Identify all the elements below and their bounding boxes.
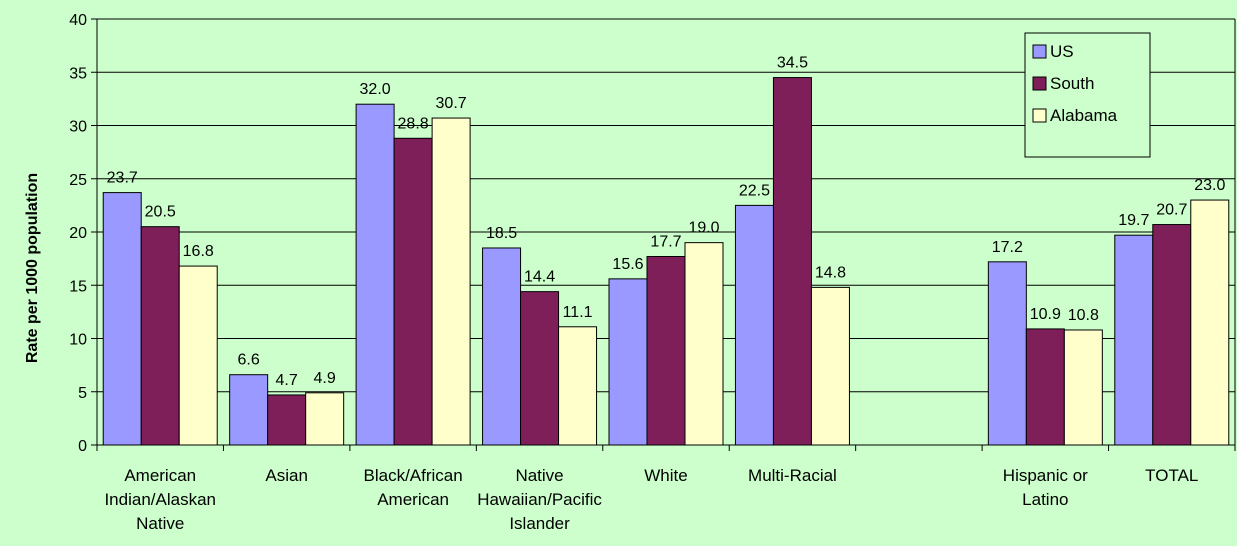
data-label: 28.8 [398, 115, 429, 132]
bar-us [102, 192, 142, 446]
x-tick-label: Asian [265, 466, 308, 485]
legend-swatch-south [1032, 76, 1047, 91]
data-label: 23.7 [107, 170, 138, 187]
legend-label-us: US [1050, 42, 1074, 61]
x-tick-label: White [644, 466, 687, 485]
y-tick-label: 30 [69, 119, 87, 136]
bar-alabama [431, 117, 471, 446]
x-tick-label: Hispanic or [1003, 466, 1088, 485]
bars [102, 77, 1230, 446]
x-tick-label: Multi-Racial [748, 466, 837, 485]
bar-alabama [305, 392, 345, 446]
bar-south [140, 226, 180, 446]
bar-us [229, 374, 269, 446]
legend-swatch-us [1032, 44, 1047, 59]
legend-label-south: South [1050, 74, 1094, 93]
data-label: 10.8 [1068, 307, 1099, 324]
y-tick-label: 15 [69, 278, 87, 295]
bar-alabama [558, 326, 598, 446]
bar-us [355, 103, 395, 446]
x-tick-label: Native [515, 466, 563, 485]
x-tick-label: TOTAL [1145, 466, 1198, 485]
x-tick-label: Indian/Alaskan [104, 490, 216, 509]
bar-us [482, 247, 522, 446]
y-tick-label: 5 [78, 385, 87, 402]
data-label: 20.5 [145, 204, 176, 221]
data-label: 17.7 [650, 233, 681, 250]
bar-south [1025, 328, 1065, 446]
data-label: 4.7 [276, 372, 298, 389]
data-label: 16.8 [183, 243, 214, 260]
bar-alabama [684, 242, 724, 446]
data-label: 17.2 [992, 239, 1023, 256]
bar-south [520, 291, 560, 446]
data-label: 23.0 [1194, 177, 1225, 194]
axes: 0 5 10 15 20 25 30 35 40 American Indian/Alaskan Na… [69, 12, 1236, 533]
x-tick-label: Black/African [364, 466, 463, 485]
legend-swatch-alabama [1032, 108, 1047, 123]
data-label: 30.7 [436, 95, 467, 112]
y-tick-label: 35 [69, 65, 87, 82]
data-label: 14.8 [815, 264, 846, 281]
x-tick-label: Native [136, 514, 184, 533]
x-tick-label: Latino [1022, 490, 1068, 509]
bar-us [987, 261, 1027, 446]
data-label: 19.0 [688, 220, 719, 237]
data-label: 19.7 [1118, 212, 1149, 229]
bar-alabama [1063, 329, 1103, 446]
data-label: 4.9 [314, 370, 336, 387]
data-label: 32.0 [360, 81, 391, 98]
data-label: 6.6 [238, 352, 260, 369]
bar-south [1152, 224, 1192, 446]
bar-south [267, 394, 307, 446]
data-label: 20.7 [1156, 202, 1187, 219]
legend: US South Alabama [1024, 32, 1151, 158]
bar-us [608, 278, 648, 446]
bar-alabama [810, 286, 850, 446]
data-label: 15.6 [612, 256, 643, 273]
data-labels: 23.7 20.5 16.8 6.6 4.7 4.9 32.0 28.8 30.7 18.5 14.… [107, 55, 1226, 389]
y-tick-label: 40 [69, 12, 87, 29]
data-label: 11.1 [563, 304, 593, 321]
bar-us [1114, 234, 1154, 446]
bar-us [734, 204, 774, 446]
data-label: 22.5 [739, 182, 770, 199]
data-label: 18.5 [486, 225, 517, 242]
x-tick-label: American [377, 490, 449, 509]
y-tick-label: 10 [69, 332, 87, 349]
bar-south [772, 77, 812, 446]
y-tick-label: 0 [78, 438, 87, 455]
y-tick-label: 25 [69, 172, 87, 189]
legend-label-alabama: Alabama [1050, 106, 1118, 125]
x-tick-label: Islander [509, 514, 570, 533]
data-label: 14.4 [524, 269, 555, 286]
bar-alabama [1190, 199, 1230, 446]
bar-alabama [178, 265, 218, 446]
x-tick-label: American [124, 466, 196, 485]
x-tick-label: Hawaiian/Pacific [477, 490, 602, 509]
data-label: 10.9 [1030, 306, 1061, 323]
y-tick-label: 20 [69, 225, 87, 242]
y-axis-label: Rate per 1000 population [24, 173, 41, 363]
bar-south [646, 255, 686, 446]
data-label: 34.5 [777, 55, 808, 72]
bar-south [393, 137, 433, 446]
